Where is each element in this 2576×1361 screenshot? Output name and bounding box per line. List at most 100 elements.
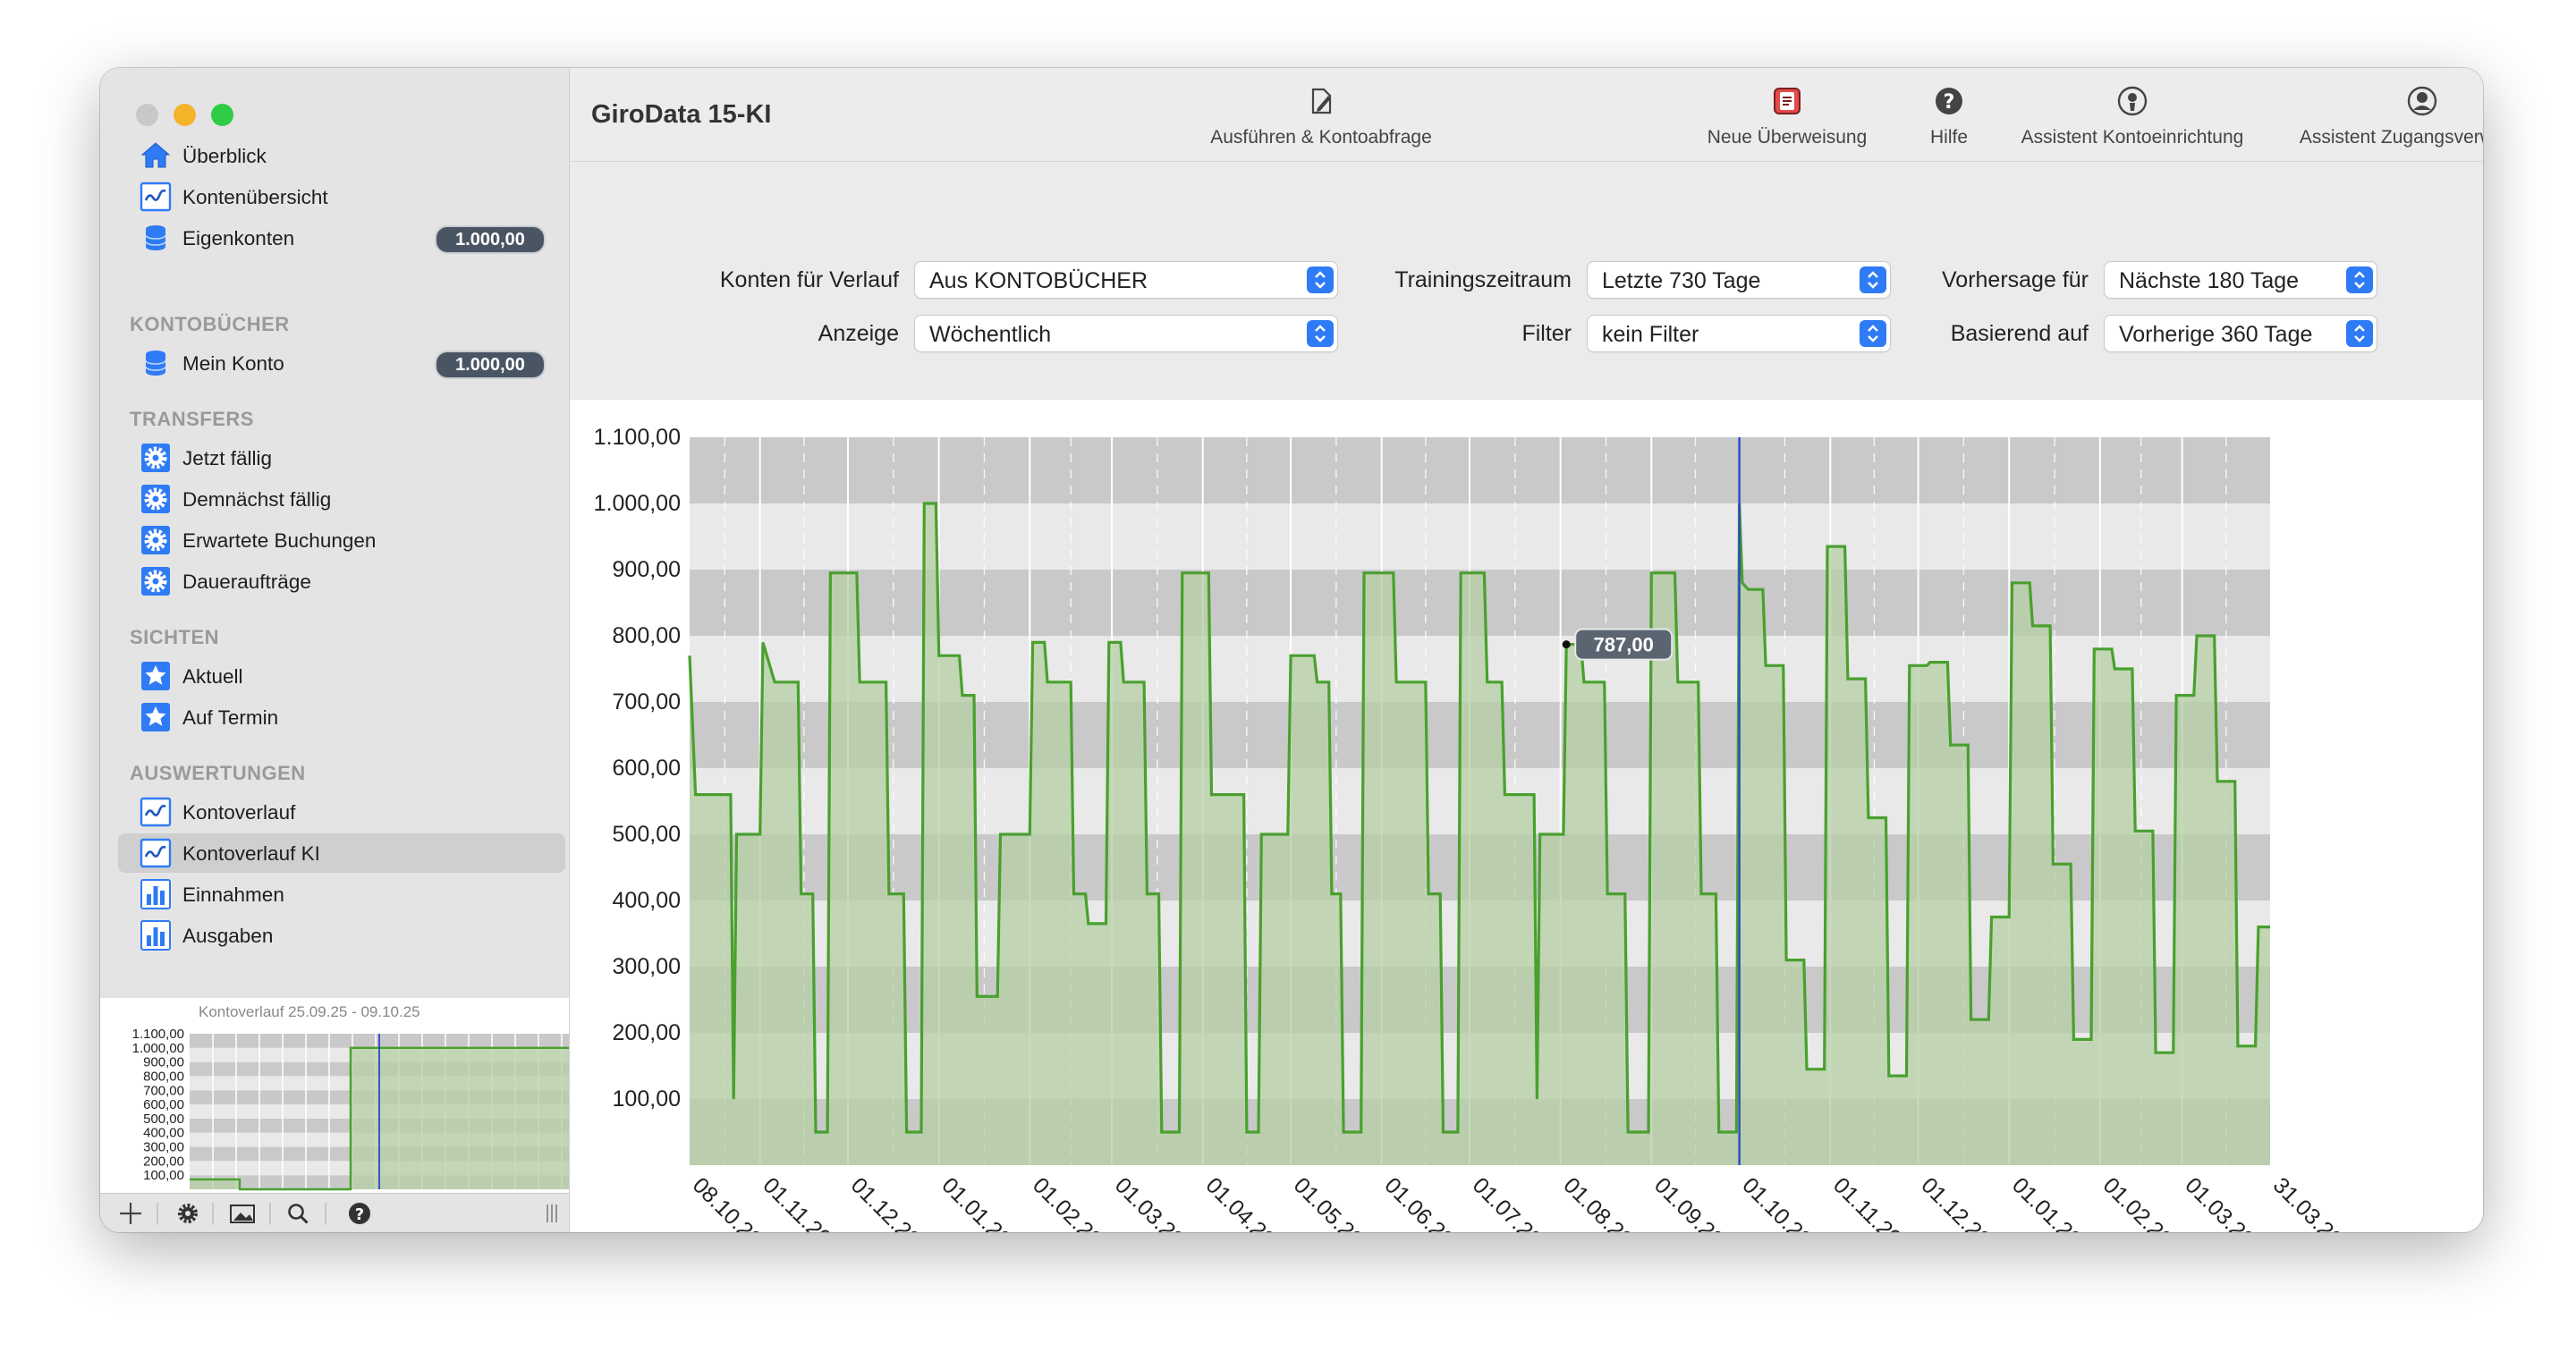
y-tick-label: 900,00 <box>613 557 681 582</box>
mini-y-label: 900,00 <box>143 1055 184 1070</box>
y-tick-label: 300,00 <box>613 954 681 979</box>
help-icon[interactable]: ? <box>349 1203 370 1224</box>
mini-y-label: 700,00 <box>143 1083 184 1098</box>
app-title: GiroData 15-KI <box>591 100 772 129</box>
y-tick-label: 600,00 <box>613 756 681 781</box>
zoom-window-button[interactable] <box>211 104 233 126</box>
training-select[interactable]: Letzte 730 Tage <box>1588 262 1890 298</box>
filter-bar: Konten für Verlauf Aus KONTOBÜCHER Anzei… <box>570 162 2483 400</box>
anzeige-value: Wöchentlich <box>929 322 1052 347</box>
sidebar-item-einnahmen[interactable]: Einnahmen <box>118 875 565 914</box>
line-chart-icon <box>140 838 172 868</box>
mini-y-label: 1.100,00 <box>132 1027 184 1042</box>
tooltip-dot <box>1562 640 1571 649</box>
sidebar-item-label: Jetzt fällig <box>182 447 273 469</box>
basierend-label: Basierend auf <box>1950 321 2089 346</box>
x-tick-label: 01.01.2026 <box>2007 1172 2104 1232</box>
gear-icon <box>141 444 170 472</box>
sidebar-item-kontoverlauf-ki[interactable]: Kontoverlauf KI <box>118 833 565 873</box>
database-icon <box>145 225 166 250</box>
balance-badge: 1.000,00 <box>435 351 546 379</box>
sidebar-item-jetzt-fällig[interactable]: Jetzt fällig <box>118 438 565 478</box>
line-chart-icon <box>140 182 172 212</box>
y-tick-label: 700,00 <box>613 689 681 714</box>
sidebar-item-kontenübersicht[interactable]: Kontenübersicht <box>118 177 565 216</box>
sidebar-item-label: Aktuell <box>182 665 243 688</box>
star-icon <box>141 662 170 690</box>
sidebar-item-erwartete-buchungen[interactable]: Erwartete Buchungen <box>118 520 565 560</box>
balance-badge: 1.000,00 <box>435 225 546 254</box>
chevron-updown-icon <box>2346 266 2373 293</box>
chart-area: 1.100,00 1.000,00 900,00 800,00 700,00 600,00… <box>570 400 2483 1232</box>
konten-value: Aus KONTOBÜCHER <box>929 268 1148 293</box>
transfer-icon <box>1774 88 1801 114</box>
search-icon[interactable] <box>288 1204 309 1224</box>
sidebar-item-label: Kontenübersicht <box>182 186 328 208</box>
y-tick-label: 400,00 <box>613 888 681 913</box>
x-tick-label: 01.11.2025 <box>1828 1172 1924 1232</box>
chevron-updown-icon <box>1307 320 1334 347</box>
sidebar-item-label: Ausgaben <box>182 925 274 947</box>
plus-icon[interactable] <box>120 1203 141 1224</box>
filter-select[interactable]: kein Filter <box>1588 316 1890 351</box>
x-tick-label: 01.03.2025 <box>1110 1172 1207 1232</box>
vorhersage-select[interactable]: Nächste 180 Tage <box>2105 262 2377 298</box>
minimize-window-button[interactable] <box>174 104 196 126</box>
app-window: Überblick Kontenübersicht Eigenkonten 1.0… <box>100 68 2483 1232</box>
sidebar-section-header: KONTOBÜCHER <box>130 313 290 335</box>
gear-icon[interactable] <box>178 1204 198 1223</box>
anzeige-select[interactable]: Wöchentlich <box>915 316 1337 351</box>
mini-balance-line <box>190 1046 569 1191</box>
close-window-button[interactable] <box>136 104 158 126</box>
sidebar-item-daueraufträge[interactable]: Daueraufträge <box>118 562 565 601</box>
mini-y-label: 300,00 <box>143 1140 184 1155</box>
x-tick-label: 01.02.2026 <box>2098 1172 2195 1232</box>
sidebar-item-mein-konto[interactable]: Mein Konto 1.000,00 <box>118 343 565 383</box>
database-icon <box>145 351 166 376</box>
mini-y-label: 400,00 <box>143 1126 184 1141</box>
bar-chart-icon <box>140 920 171 951</box>
konten-select[interactable]: Aus KONTOBÜCHER <box>915 262 1337 298</box>
sidebar-item-aktuell[interactable]: Aktuell <box>118 656 565 696</box>
sidebar-item-überblick[interactable]: Überblick <box>118 136 565 175</box>
y-tick-label: 200,00 <box>613 1020 681 1045</box>
new-transfer-label: Neue Überweisung <box>1707 127 1868 148</box>
x-tick-label: 01.08.2025 <box>1558 1172 1655 1232</box>
line-chart-icon <box>140 797 172 827</box>
x-tick-label: 01.01.2025 <box>936 1172 1033 1232</box>
balance-line <box>688 502 2270 1134</box>
gear-icon <box>141 526 170 554</box>
sidebar-item-label: Demnächst fällig <box>182 488 332 511</box>
x-tick-label: 01.05.2025 <box>1289 1172 1385 1232</box>
sidebar-item-demnächst-fällig[interactable]: Demnächst fällig <box>118 479 565 519</box>
sidebar-section-header: AUSWERTUNGEN <box>130 762 306 784</box>
svg-text:?: ? <box>355 1205 364 1224</box>
gear-icon <box>141 485 170 513</box>
star-icon <box>141 703 170 731</box>
balance-forecast-chart[interactable]: 1.100,00 1.000,00 900,00 800,00 700,00 600,00… <box>570 400 2483 1232</box>
basierend-select[interactable]: Vorherige 360 Tage <box>2105 316 2377 351</box>
resize-handle-icon[interactable] <box>547 1205 557 1222</box>
image-icon[interactable] <box>230 1205 255 1223</box>
gear-icon <box>141 567 170 596</box>
toolbar: GiroData 15-KI Ausführen & Kontoabfrage <box>570 68 2483 162</box>
x-tick-label: 01.04.2025 <box>1200 1172 1297 1232</box>
sidebar-item-eigenkonten[interactable]: Eigenkonten 1.000,00 <box>118 218 565 258</box>
mini-y-label: 600,00 <box>143 1097 184 1112</box>
konten-label: Konten für Verlauf <box>719 267 899 292</box>
x-tick-label: 01.11.2024 <box>758 1172 853 1232</box>
sidebar-item-label: Kontoverlauf KI <box>182 842 320 865</box>
sidebar-item-label: Erwartete Buchungen <box>182 529 377 552</box>
sidebar-section-header: SICHTEN <box>130 626 220 648</box>
training-label: Trainingszeitraum <box>1394 267 1572 292</box>
mini-y-label: 1.000,00 <box>132 1041 184 1056</box>
x-tick-label: 01.02.2025 <box>1028 1172 1124 1232</box>
balance-area <box>690 503 2270 1165</box>
grid-band <box>690 503 2270 570</box>
sidebar-item-ausgaben[interactable]: Ausgaben <box>118 916 565 955</box>
svg-text:?: ? <box>1944 91 1955 114</box>
sidebar-item-label: Kontoverlauf <box>182 801 296 824</box>
sidebar-item-kontoverlauf[interactable]: Kontoverlauf <box>118 792 565 832</box>
run-icon <box>1311 88 1332 114</box>
sidebar-item-auf-termin[interactable]: Auf Termin <box>118 697 565 737</box>
